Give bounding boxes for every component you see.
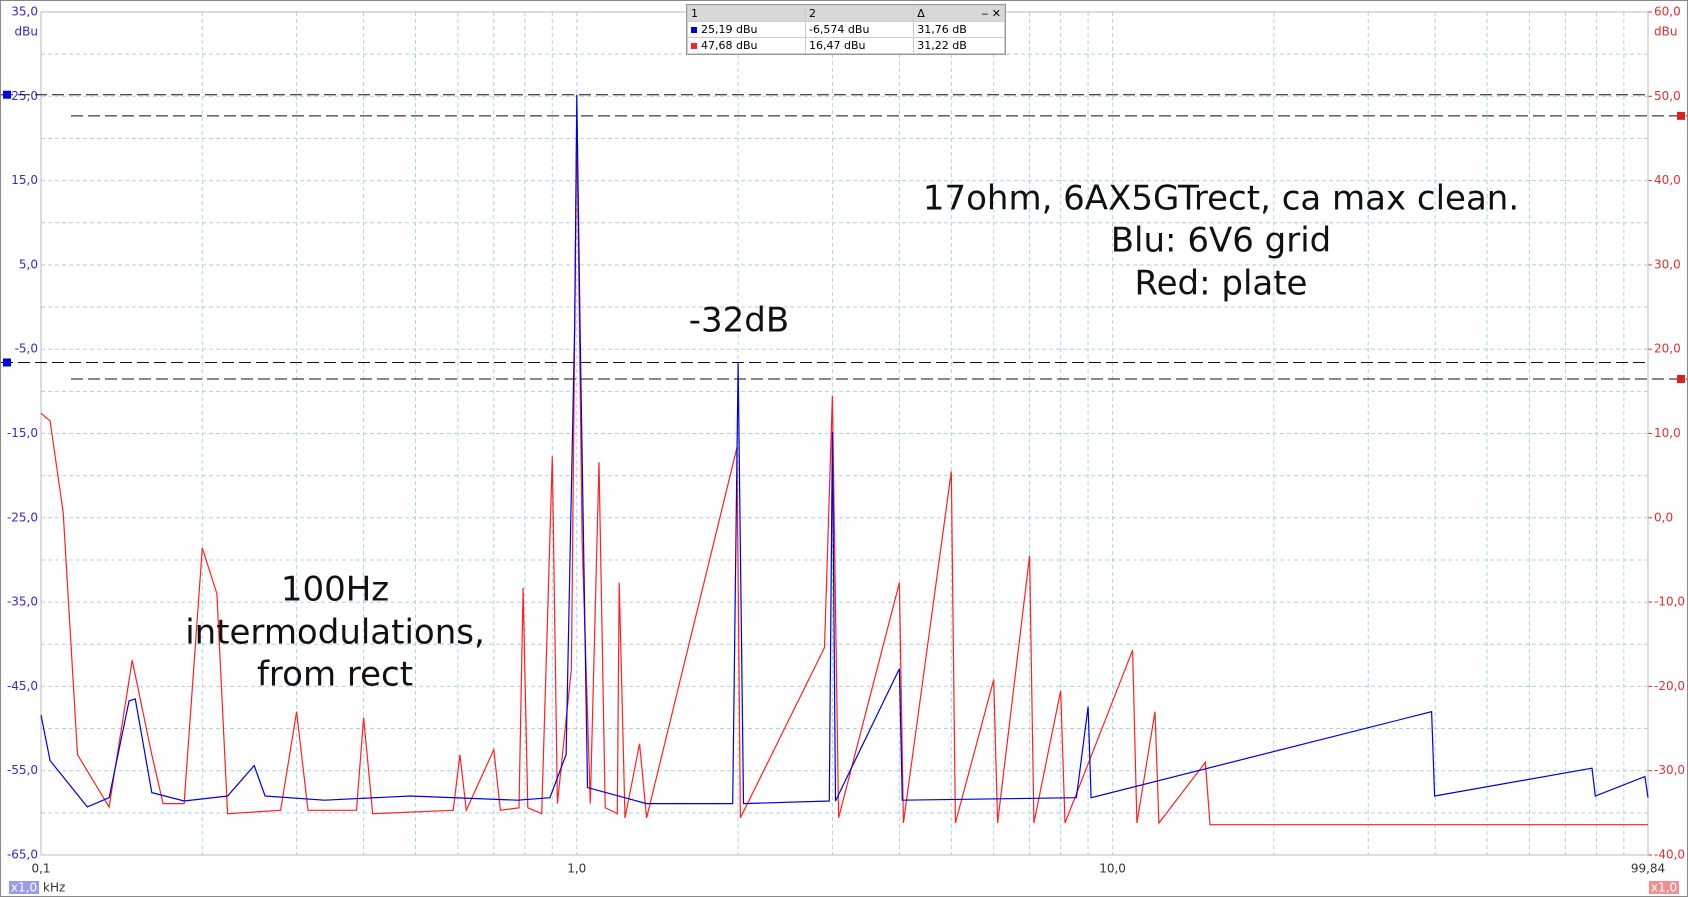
table-cell: 31,76 dB [913, 21, 1005, 38]
x-tick-label: 0,1 [31, 862, 50, 876]
y-tick-label: -5,0 [15, 342, 38, 356]
zoom-badge [1649, 881, 1679, 894]
series-line [40, 94, 1649, 808]
y-tick-label: 25,0 [11, 89, 38, 103]
table-header: Δ ‒ ✕ [913, 5, 1005, 22]
x-tick-label: 99,84 [1631, 862, 1665, 876]
window-buttons[interactable]: ‒ ✕ [981, 7, 1001, 20]
table-header: Δ [917, 7, 925, 20]
table-cell: 16,47 dBu [804, 37, 915, 54]
y2-unit: dBu [1654, 25, 1677, 39]
y-tick-label: -35,0 [7, 595, 38, 609]
cell-text: 25,19 dBu [701, 23, 758, 36]
table-cell: 31,22 dB [913, 37, 1005, 54]
row-swatch [691, 43, 697, 49]
x-tick-label: 1,0 [567, 862, 586, 876]
y2-tick-label: 10,0 [1654, 426, 1681, 440]
annotation: intermodulations, [185, 613, 485, 653]
y2-tick-label: 40,0 [1654, 173, 1681, 187]
cursor-handle [1677, 374, 1685, 383]
y-tick-label: 35,0 [11, 5, 38, 19]
y2-tick-label: -30,0 [1654, 763, 1685, 777]
y2-tick-label: 50,0 [1654, 89, 1681, 103]
y-tick-label: -65,0 [7, 848, 38, 862]
y2-tick-label: -20,0 [1654, 679, 1685, 693]
annotation: 100Hz [281, 570, 389, 610]
table-cell: -6,574 dBu [804, 21, 915, 38]
table-cell: 25,19 dBu [687, 21, 806, 38]
y-tick-label: -45,0 [7, 679, 38, 693]
y2-tick-label: 30,0 [1654, 257, 1681, 271]
x-tick-label: 10,0 [1099, 862, 1126, 876]
row-swatch [691, 27, 697, 33]
annotation: -32dB [689, 301, 789, 341]
y-tick-label: 15,0 [11, 173, 38, 187]
y2-tick-label: 20,0 [1654, 342, 1681, 356]
y2-zoom: x1,0 [1651, 881, 1677, 895]
y-tick-label: -25,0 [7, 510, 38, 524]
y2-tick-label: 0,0 [1654, 510, 1673, 524]
cursor-handle [3, 358, 11, 367]
cell-text: 47,68 dBu [701, 39, 758, 52]
y2-tick-label: 60,0 [1654, 5, 1681, 19]
table-header: 2 [804, 5, 915, 22]
cursor-table: 1 2 Δ ‒ ✕ 25,19 dBu -6,574 dBu 31,76 dB 4… [686, 4, 1006, 55]
annotation: Blu: 6V6 grid [1111, 221, 1332, 261]
y-tick-label: -15,0 [7, 426, 38, 440]
cursor-handle [3, 90, 11, 99]
y-unit: dBu [15, 25, 38, 39]
table-header: 1 [687, 5, 806, 22]
y-tick-label: 5,0 [19, 257, 38, 271]
y2-tick-label: -10,0 [1654, 595, 1685, 609]
table-cell: 47,68 dBu [687, 37, 806, 54]
y-tick-label: -55,0 [7, 763, 38, 777]
y2-tick-label: -40,0 [1654, 848, 1685, 862]
zoom-badge [9, 881, 39, 894]
x-zoom: x1,0 [11, 881, 37, 895]
annotation: 17ohm, 6AX5GTrect, ca max clean. [923, 179, 1519, 219]
annotation: from rect [257, 655, 413, 695]
x-unit: kHz [43, 881, 65, 895]
cursor-handle [1677, 111, 1685, 120]
series-line [40, 115, 1648, 826]
annotation: Red: plate [1135, 264, 1308, 304]
